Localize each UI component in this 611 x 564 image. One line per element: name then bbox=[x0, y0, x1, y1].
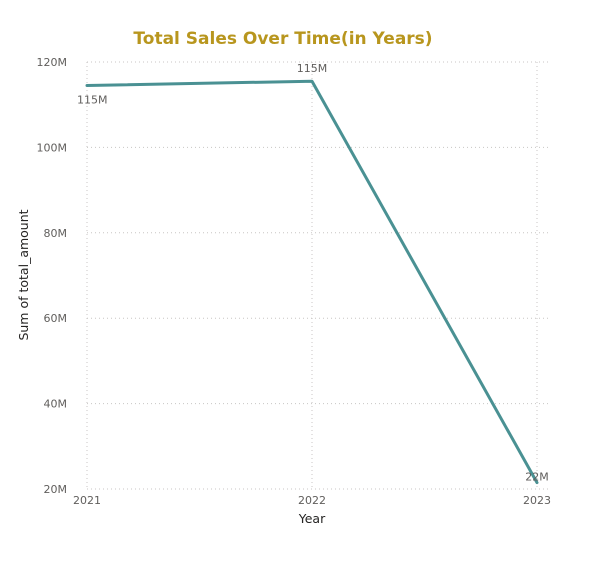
data-label: 115M bbox=[77, 93, 108, 106]
series-layer bbox=[85, 79, 539, 485]
y-tick-label: 120M bbox=[37, 56, 68, 69]
y-tick-label: 40M bbox=[44, 398, 68, 411]
y-axis-ticks: 20M 40M 60M 80M 100M 120M bbox=[37, 56, 68, 496]
x-axis-title: Year bbox=[298, 511, 326, 526]
y-tick-label: 60M bbox=[44, 312, 68, 325]
y-tick-label: 100M bbox=[37, 141, 68, 154]
y-tick-label: 80M bbox=[44, 227, 68, 240]
x-tick-label: 2021 bbox=[73, 494, 101, 507]
y-axis-title: Sum of total_amount bbox=[16, 209, 31, 340]
data-label: 115M bbox=[297, 62, 328, 75]
chart-title: Total Sales Over Time(in Years) bbox=[133, 29, 432, 49]
x-tick-label: 2023 bbox=[523, 494, 551, 507]
series-line bbox=[85, 79, 539, 485]
data-label: 22M bbox=[525, 471, 549, 484]
data-labels: 115M 115M 22M bbox=[77, 62, 549, 483]
x-axis-ticks: 2021 2022 2023 bbox=[73, 494, 551, 507]
y-tick-label: 20M bbox=[44, 483, 68, 496]
x-tick-label: 2022 bbox=[298, 494, 326, 507]
grid-layer bbox=[86, 61, 549, 490]
